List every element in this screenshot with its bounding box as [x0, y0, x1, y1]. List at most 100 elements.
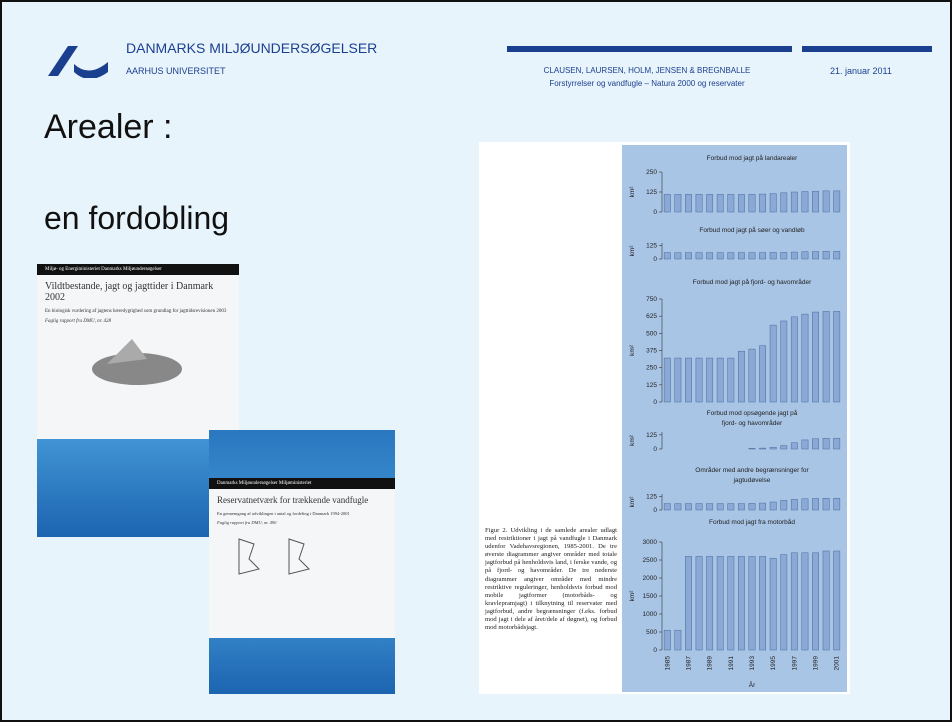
bar: [759, 252, 767, 260]
bar: [706, 556, 714, 651]
subtitle: Forstyrrelser og vandfugle – Natura 2000…: [549, 79, 745, 88]
bar: [822, 437, 830, 450]
university: AARHUS UNIVERSITET: [126, 66, 226, 76]
bar: [706, 252, 714, 260]
bar: [790, 316, 798, 403]
bar: [716, 357, 724, 403]
cover-illustration: [92, 339, 182, 385]
y-tick-label: 500: [646, 629, 657, 636]
bar: [674, 194, 682, 213]
y-tick-label: 0: [653, 399, 657, 406]
y-axis-label: km²: [629, 590, 636, 602]
cover-title: Vildtbestande, jagt og jagttider i Danma…: [45, 281, 214, 303]
panel-background: [622, 145, 847, 692]
bar: [663, 252, 671, 260]
bar: [790, 499, 798, 511]
y-tick-label: 0: [653, 256, 657, 263]
cover-publisher: Miljø- og Energiministeriet Danmarks Mil…: [37, 264, 239, 275]
y-tick-label: 125: [646, 382, 657, 389]
x-axis-label: År: [749, 680, 756, 689]
panel-title: Forbud mod jagt på landarealer: [707, 154, 799, 162]
y-axis-label: km²: [629, 245, 636, 257]
y-tick-label: 0: [653, 446, 657, 453]
bar: [801, 552, 809, 651]
y-tick-label: 2000: [643, 575, 658, 582]
x-tick-label: 1991: [728, 656, 735, 671]
cover-series: Faglig rapport fra DMU, nr. 490: [217, 520, 277, 525]
bar: [706, 194, 714, 213]
y-tick-label: 250: [646, 169, 657, 176]
bar: [822, 190, 830, 213]
bar: [716, 503, 724, 511]
panel-title: Forbud mod jagt fra motorbåd: [709, 518, 795, 526]
bar: [801, 313, 809, 403]
bar: [727, 252, 735, 260]
bar: [706, 503, 714, 511]
bar: [833, 550, 841, 651]
y-tick-label: 125: [646, 189, 657, 196]
figure: Figur 2. Udvikling i de samlede arealer …: [479, 142, 850, 694]
bar: [759, 556, 767, 651]
cover-series: Faglig rapport fra DMU, nr. 428: [45, 319, 111, 324]
x-tick-label: 1989: [707, 656, 714, 671]
x-tick-label: 1999: [813, 656, 820, 671]
bar: [759, 193, 767, 213]
bar: [769, 252, 777, 260]
bar: [833, 190, 841, 213]
y-tick-label: 125: [646, 494, 657, 501]
bar: [737, 194, 745, 213]
panel-title: Forbud mod jagt på fjord- og havområder: [693, 278, 812, 286]
x-tick-label: 1987: [685, 656, 692, 671]
bar: [674, 252, 682, 260]
bar: [737, 252, 745, 260]
bar: [663, 629, 671, 651]
bar: [748, 194, 756, 213]
authors: CLAUSEN, LAURSEN, HOLM, JENSEN & BREGNBA…: [543, 66, 751, 75]
bar: [769, 501, 777, 511]
bar: [663, 194, 671, 213]
bar: [716, 556, 724, 651]
bar: [801, 498, 809, 511]
bar: [727, 503, 735, 511]
y-axis-label: km²: [629, 496, 636, 508]
bar: [833, 498, 841, 511]
bar: [769, 324, 777, 403]
bar: [748, 503, 756, 511]
bar: [812, 498, 819, 511]
bar: [812, 251, 819, 260]
bar: [833, 251, 841, 260]
bar: [769, 557, 777, 651]
panel-title: Områder med andre begrænsninger for: [695, 466, 809, 474]
bar: [790, 442, 798, 450]
panel-title: Forbud mod opsøgende jagt på: [707, 409, 798, 417]
bar: [748, 556, 756, 651]
bar: [674, 503, 682, 511]
date: 21. januar 2011: [830, 66, 892, 76]
bar: [790, 191, 798, 213]
x-tick-label: 1985: [664, 656, 671, 671]
bar: [790, 251, 798, 260]
report-cover: Miljø- og Energiministeriet Danmarks Mil…: [37, 264, 239, 537]
bar: [716, 194, 724, 213]
y-axis-label: km²: [629, 344, 636, 356]
bar: [737, 350, 745, 403]
bar: [695, 556, 703, 651]
y-tick-label: 750: [646, 296, 657, 303]
bar: [748, 348, 756, 403]
y-tick-label: 0: [653, 507, 657, 514]
bar: [706, 357, 714, 403]
bar: [780, 445, 788, 450]
bar: [685, 194, 692, 213]
y-tick-label: 125: [646, 432, 657, 439]
x-tick-label: 1995: [770, 656, 777, 671]
header-rule: [507, 46, 792, 52]
bar: [769, 193, 777, 213]
bar: [801, 439, 809, 450]
y-axis-label: km²: [629, 434, 636, 446]
bar: [727, 194, 735, 213]
bar: [663, 503, 671, 511]
cover-publisher: Danmarks Miljøundersøgelser Miljøministe…: [209, 478, 395, 489]
org: DANMARKS MILJØUNDERSØGELSER: [126, 40, 378, 56]
bar: [780, 192, 788, 213]
